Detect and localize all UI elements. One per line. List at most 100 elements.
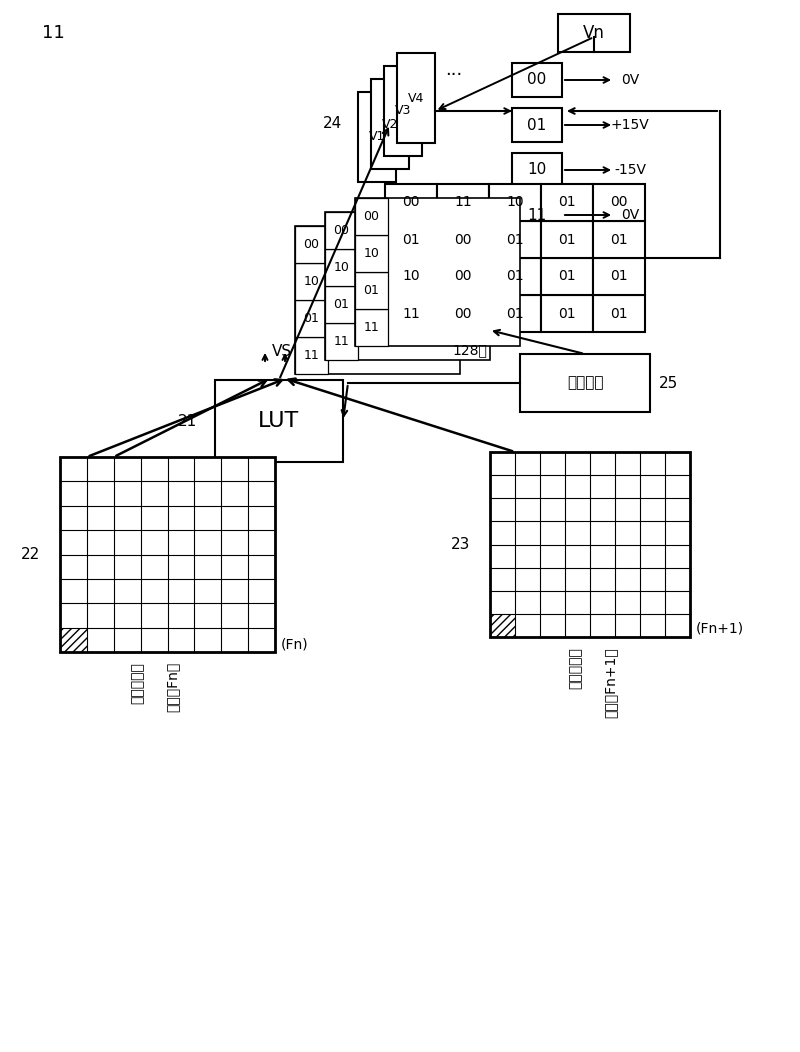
Text: V1: V1 [369,130,385,143]
Bar [385,221,437,258]
Text: 23: 23 [450,537,470,552]
Text: V2: V2 [382,118,398,130]
Bar [355,198,520,346]
Bar [295,300,328,337]
Text: 01: 01 [334,298,350,311]
Text: 11: 11 [402,306,420,321]
Bar [489,258,541,295]
Bar [215,380,343,462]
Text: 0V: 0V [621,73,639,87]
Bar [541,295,593,332]
Bar [358,92,396,182]
Text: 24: 24 [322,117,342,132]
Bar [385,258,437,295]
Text: 22: 22 [21,547,40,562]
Text: 01: 01 [610,306,628,321]
Text: 10: 10 [402,269,420,283]
Bar [512,198,562,232]
Text: 00: 00 [454,232,472,246]
Text: 10: 10 [506,196,524,209]
Text: 00: 00 [454,306,472,321]
Text: 00: 00 [303,238,319,251]
Text: 128帧: 128帧 [453,343,487,357]
Bar [541,258,593,295]
Text: 25: 25 [658,376,678,390]
Bar [295,226,328,263]
Text: 图像（Fn+1）: 图像（Fn+1） [603,647,617,717]
Bar [325,213,490,360]
Text: 01: 01 [506,306,524,321]
Text: -15V: -15V [614,163,646,177]
Text: 11: 11 [527,207,546,223]
Text: 01: 01 [558,269,576,283]
Bar [593,221,645,258]
Text: 图像（Fn）: 图像（Fn） [166,662,179,712]
Text: V4: V4 [408,92,424,104]
Text: 00: 00 [402,196,420,209]
Text: 10: 10 [527,162,546,178]
Bar [60,628,87,652]
Text: 10: 10 [303,275,319,288]
Bar [512,108,562,142]
Bar [385,295,437,332]
Text: 01: 01 [558,232,576,246]
Text: 01: 01 [303,312,319,325]
Bar [512,63,562,97]
Text: VS: VS [272,344,292,360]
Text: 0V: 0V [621,208,639,222]
Bar [437,295,489,332]
Bar [520,355,650,412]
Text: 11: 11 [304,349,319,362]
Text: 下一状态的: 下一状态的 [568,647,582,689]
Bar [325,213,358,249]
Text: 00: 00 [334,224,350,237]
Text: 00: 00 [610,196,628,209]
Text: 01: 01 [506,269,524,283]
Text: 00: 00 [454,269,472,283]
Text: 01: 01 [363,284,379,297]
Bar [60,457,275,652]
Text: 10: 10 [334,261,350,274]
Bar [541,184,593,221]
Text: 11: 11 [454,196,472,209]
Text: V3: V3 [395,104,411,118]
Text: 01: 01 [506,232,524,246]
Text: LUT: LUT [258,411,300,431]
Text: 01: 01 [527,118,546,133]
Bar [593,184,645,221]
Text: 当前状态的: 当前状态的 [130,662,145,704]
Text: (Fn): (Fn) [281,638,309,651]
Text: 01: 01 [610,232,628,246]
Bar [355,198,388,235]
Bar [558,14,630,52]
Bar [437,221,489,258]
Bar [371,79,409,169]
Text: +15V: +15V [610,118,650,132]
Bar [397,53,435,143]
Bar [355,309,388,346]
Text: 21: 21 [178,413,197,428]
Bar [325,286,358,323]
Bar [295,226,460,375]
Bar [355,272,388,309]
Text: 01: 01 [558,196,576,209]
Bar [295,263,328,300]
Bar [489,295,541,332]
Text: 11: 11 [364,321,379,333]
Text: (Fn+1): (Fn+1) [696,622,744,636]
Bar [490,452,690,638]
Text: 00: 00 [527,73,546,87]
Bar [593,295,645,332]
Bar [489,221,541,258]
Text: 00: 00 [363,210,379,223]
Bar [512,153,562,187]
Bar [295,337,328,375]
Text: 11: 11 [334,335,350,348]
Text: 11: 11 [42,24,65,42]
Text: 10: 10 [363,247,379,260]
Text: ...: ... [446,61,462,79]
Text: 帧计数器: 帧计数器 [566,376,603,390]
Text: 01: 01 [610,269,628,283]
Bar [437,258,489,295]
Text: 01: 01 [558,306,576,321]
